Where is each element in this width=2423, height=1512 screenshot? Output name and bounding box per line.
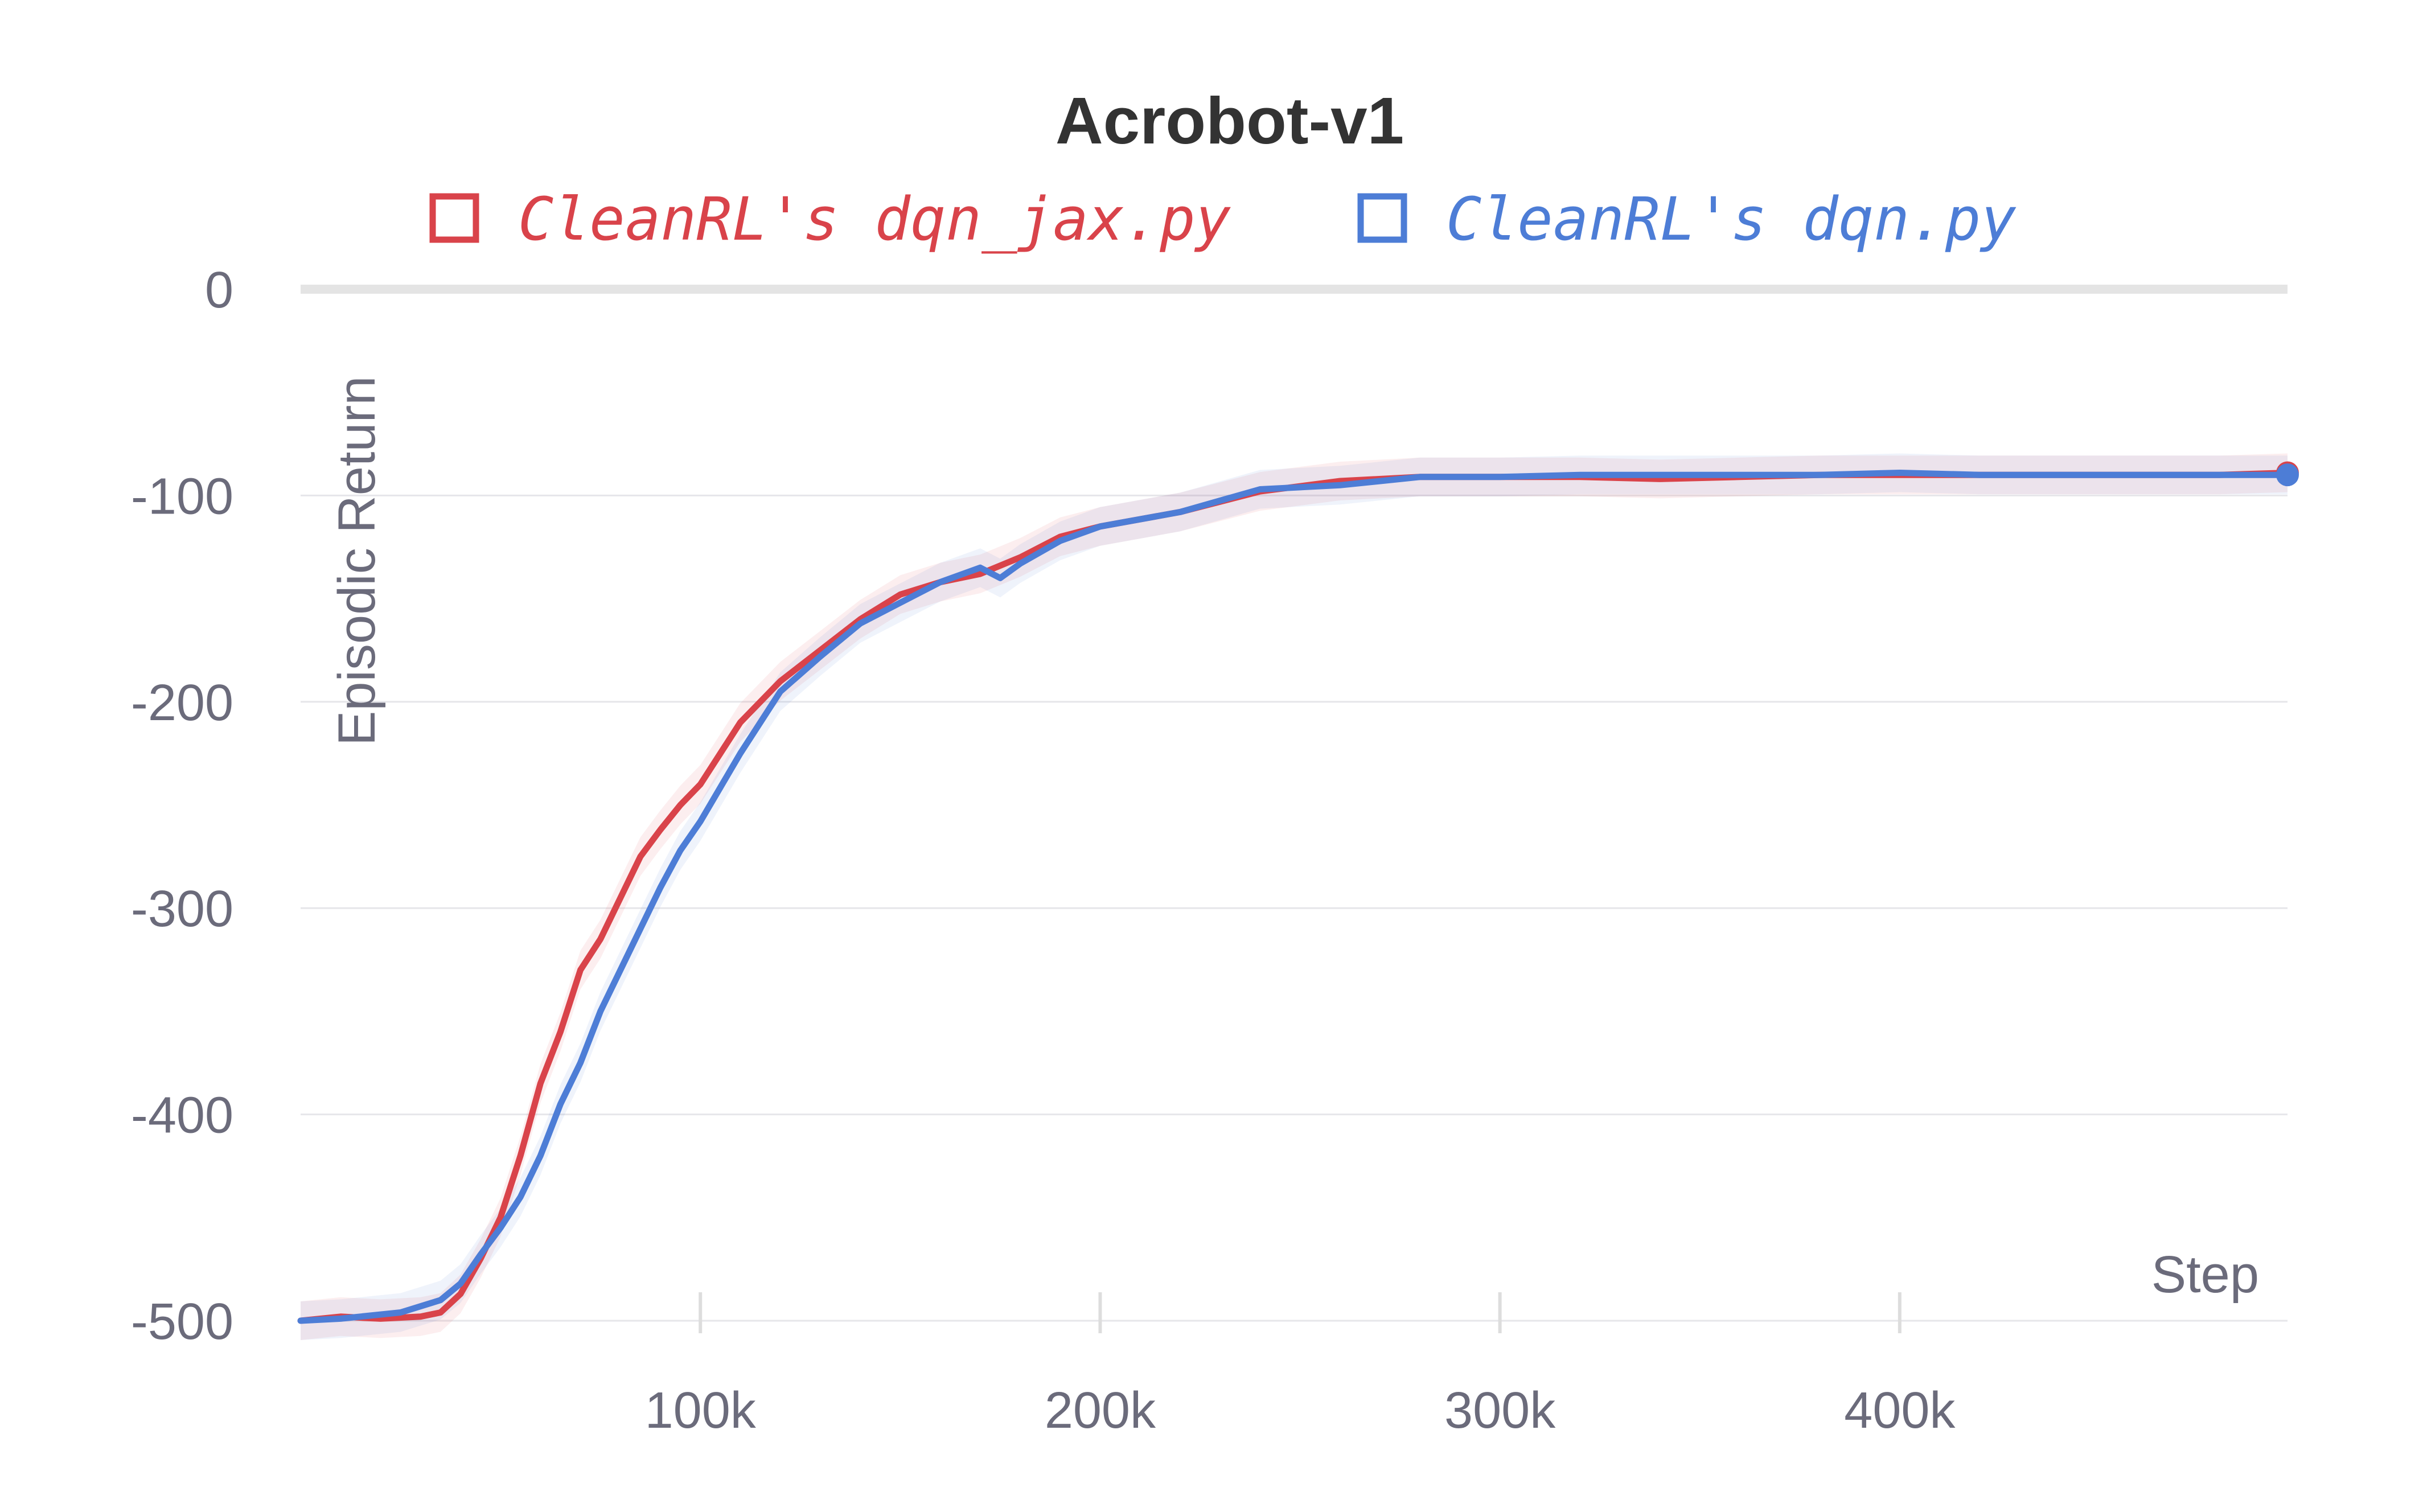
y-tick-label: -400	[131, 1087, 233, 1144]
legend-swatch-dqn[interactable]	[1357, 193, 1407, 243]
x-tick-label: 300k	[1444, 1382, 1556, 1439]
band-layer	[301, 453, 2288, 1340]
series-line-1	[297, 470, 2291, 1324]
legend: CleanRL's dqn_jax.py CleanRL's dqn.py	[429, 184, 2017, 254]
y-tick-label: -200	[131, 675, 233, 732]
tick-layer: 0 -100 -200 -300 -400 -500 100k 200k 300k 400k	[131, 262, 1956, 1439]
y-tick-label: -500	[131, 1293, 233, 1350]
series-band-0	[301, 453, 2288, 1340]
chart-title: Acrobot-v1	[1056, 84, 1404, 158]
line-layer	[297, 461, 2299, 1324]
series-end-marker-1	[2276, 463, 2299, 487]
y-tick-label: -100	[131, 468, 233, 525]
series-band-1	[301, 453, 2288, 1340]
x-tick-label: 200k	[1045, 1382, 1156, 1439]
grid-layer	[301, 285, 2288, 1333]
y-tick-label: 0	[205, 262, 233, 319]
legend-label-dqn-jax[interactable]: CleanRL's dqn_jax.py	[518, 184, 1231, 254]
x-tick-label: 100k	[645, 1382, 757, 1439]
x-tick-label: 400k	[1844, 1382, 1956, 1439]
series-line-0	[297, 470, 2291, 1324]
y-tick-label: -300	[131, 881, 233, 938]
legend-label-dqn[interactable]: CleanRL's dqn.py	[1446, 184, 2017, 254]
x-axis-label: Step	[2151, 1246, 2259, 1304]
legend-swatch-dqn-jax[interactable]	[429, 193, 479, 243]
y-axis-label: Episodic Return	[328, 376, 386, 746]
